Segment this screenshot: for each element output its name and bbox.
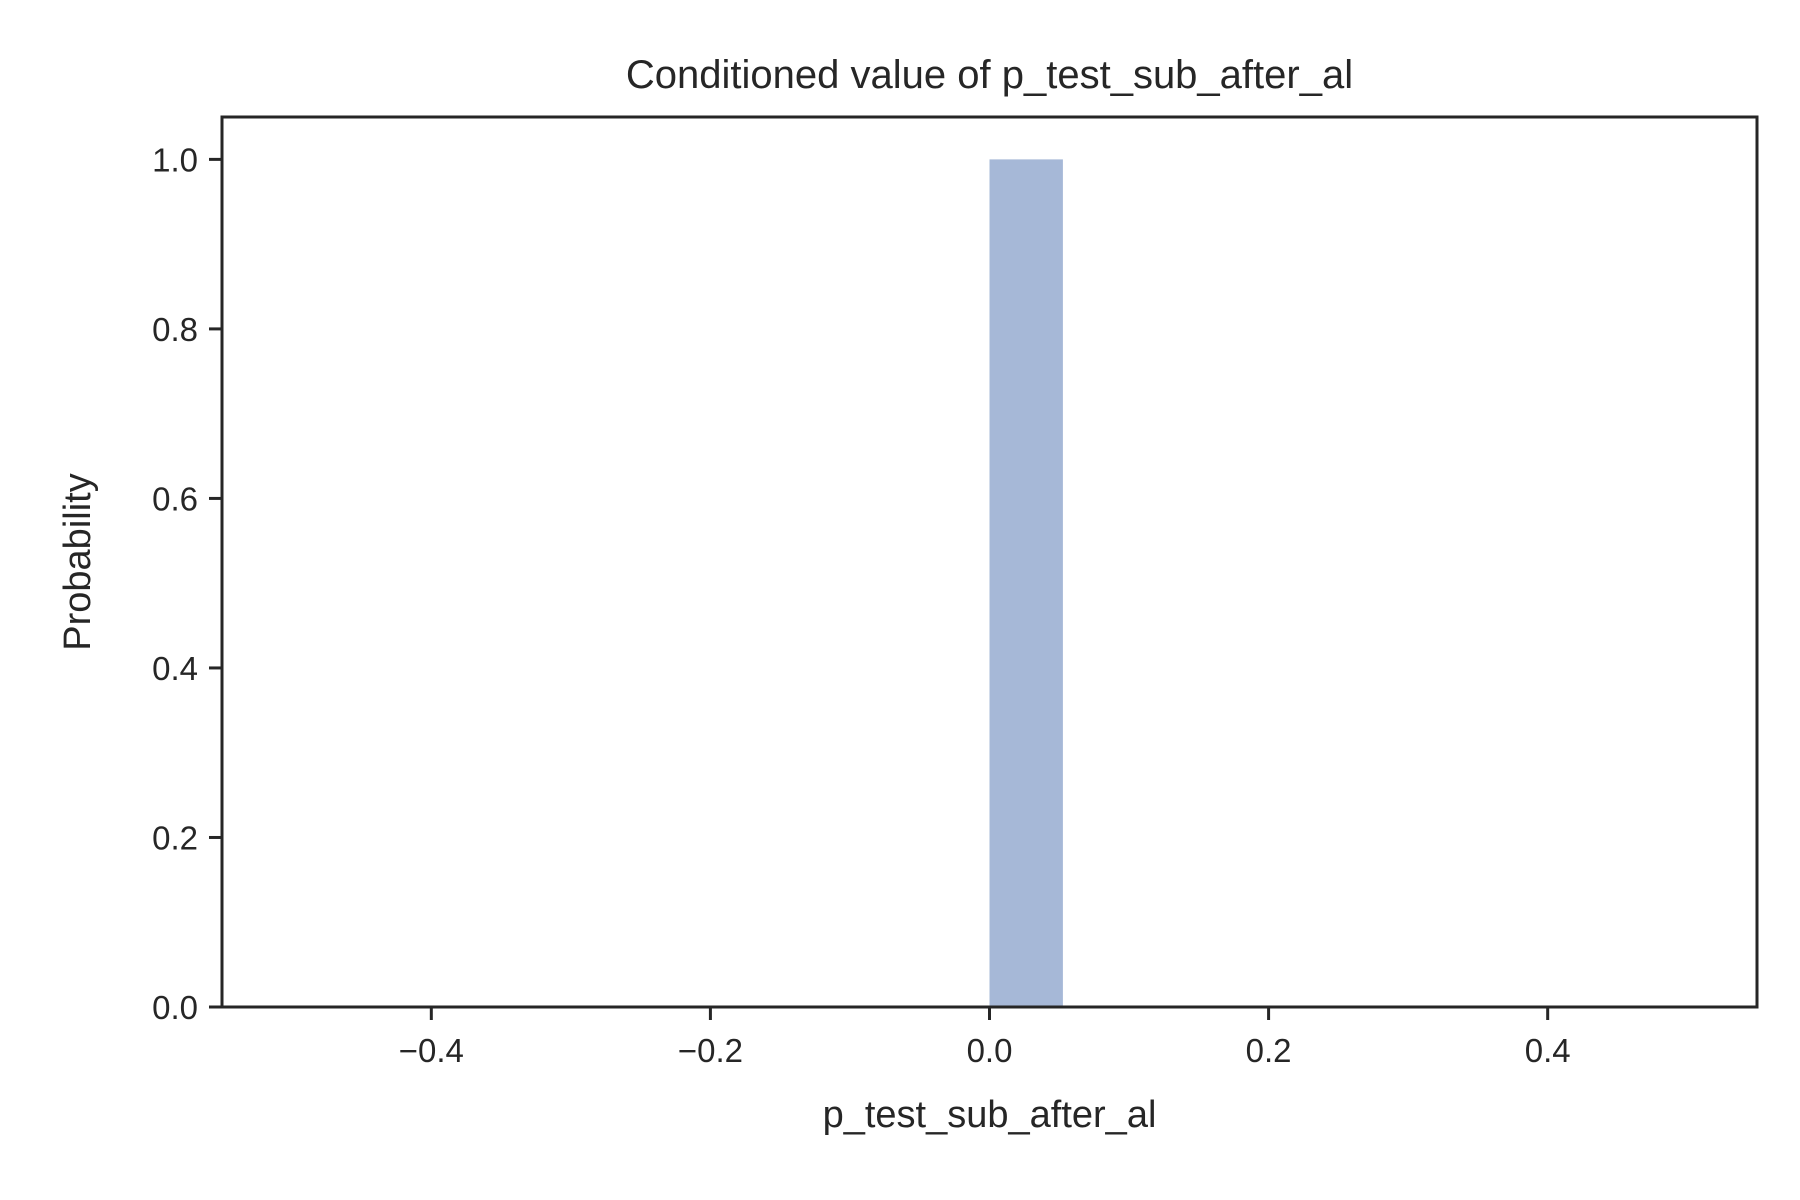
y-axis-label: Probability: [57, 473, 99, 650]
y-tick-label: 0.0: [152, 989, 198, 1026]
x-tick-label: 0.4: [1525, 1032, 1571, 1069]
y-tick-label: 0.2: [152, 819, 198, 856]
x-axis-label: p_test_sub_after_al: [823, 1094, 1157, 1136]
x-ticks-group: −0.4 −0.2 0.0 0.2 0.4: [399, 1007, 1571, 1069]
histogram-bar: [989, 159, 1063, 1007]
y-tick-label: 1.0: [152, 141, 198, 178]
plot-area: −0.4 −0.2 0.0 0.2 0.4 0.0 0.2 0.4 0.6 0.8 1.0: [152, 115, 1759, 1069]
chart-title: Conditioned value of p_test_sub_after_al: [626, 53, 1353, 97]
x-tick-label: −0.4: [399, 1032, 464, 1069]
x-tick-label: 0.0: [967, 1032, 1013, 1069]
x-tick-label: 0.2: [1246, 1032, 1292, 1069]
bars-group: [989, 159, 1063, 1007]
y-tick-label: 0.4: [152, 650, 198, 687]
y-ticks-group: 0.0 0.2 0.4 0.6 0.8 1.0: [152, 141, 222, 1026]
x-tick-label: −0.2: [678, 1032, 743, 1069]
y-tick-label: 0.8: [152, 311, 198, 348]
y-tick-label: 0.6: [152, 480, 198, 517]
